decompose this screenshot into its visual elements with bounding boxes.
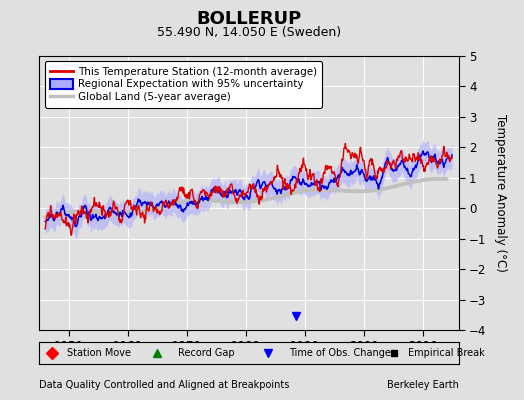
Text: Berkeley Earth: Berkeley Earth [387, 380, 458, 390]
Text: Empirical Break: Empirical Break [408, 348, 485, 358]
Text: BOLLERUP: BOLLERUP [196, 10, 301, 28]
Text: Station Move: Station Move [67, 348, 130, 358]
Y-axis label: Temperature Anomaly (°C): Temperature Anomaly (°C) [494, 114, 507, 272]
Legend: This Temperature Station (12-month average), Regional Expectation with 95% uncer: This Temperature Station (12-month avera… [45, 61, 322, 108]
Text: Data Quality Controlled and Aligned at Breakpoints: Data Quality Controlled and Aligned at B… [39, 380, 290, 390]
Text: Record Gap: Record Gap [178, 348, 234, 358]
Text: Time of Obs. Change: Time of Obs. Change [289, 348, 390, 358]
Text: 55.490 N, 14.050 E (Sweden): 55.490 N, 14.050 E (Sweden) [157, 26, 341, 39]
